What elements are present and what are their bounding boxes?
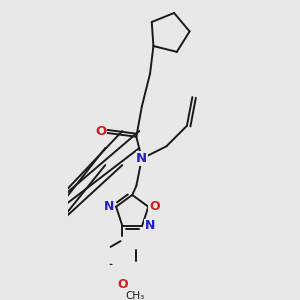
Text: CH₃: CH₃ [125,291,145,300]
Text: N: N [103,200,114,213]
Text: N: N [136,152,147,165]
Text: N: N [144,219,155,232]
Text: O: O [149,200,160,213]
Text: O: O [95,125,106,138]
Text: O: O [117,278,128,292]
